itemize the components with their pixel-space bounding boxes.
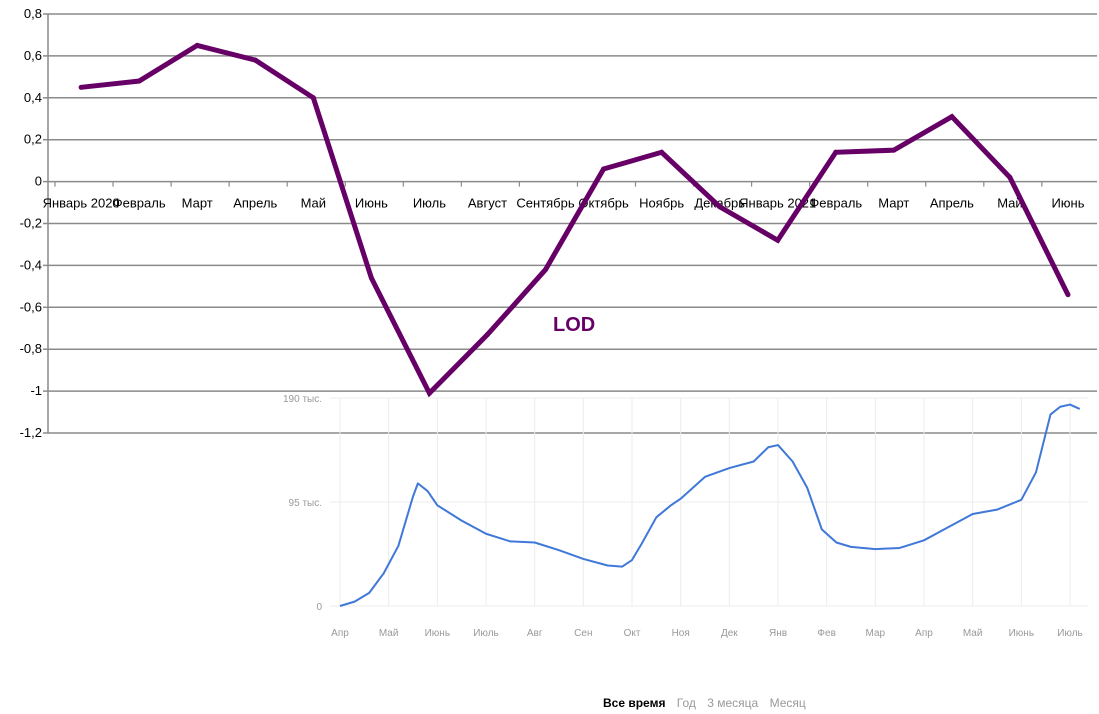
cases-y-tick-label: 0 (316, 602, 322, 613)
lod-data-point (659, 149, 665, 155)
cases-series-line (339, 403, 1081, 607)
lod-x-tick-label: Июнь (355, 196, 388, 211)
cases-x-tick-label: Дек (721, 628, 738, 639)
cases-x-tick-label: Июль (473, 628, 499, 639)
lod-data-point (78, 84, 84, 90)
cases-x-tick-label: Апр (331, 628, 349, 639)
lod-data-point (775, 237, 781, 243)
range-month-button[interactable]: Месяц (769, 696, 806, 710)
cases-gridlines (330, 397, 1088, 607)
lod-y-tick-label: 0,8 (24, 6, 42, 21)
lod-series (78, 42, 1071, 398)
lod-y-tick-label: -0,8 (20, 341, 42, 356)
lod-x-tick-label: Апрель (233, 196, 277, 211)
lod-title: LOD (553, 314, 595, 336)
lod-y-tick-label: -0,2 (20, 216, 42, 231)
lod-x-tick-label: Май (301, 196, 326, 211)
lod-data-point (543, 267, 549, 273)
cases-x-tick-label: Янв (769, 628, 787, 639)
lod-data-point (194, 42, 200, 48)
lod-data-point (368, 275, 374, 281)
lod-x-tick-label: Апрель (930, 196, 974, 211)
lod-x-tick-label: Август (468, 196, 507, 211)
cases-x-tick-label: Мар (866, 628, 886, 639)
cases-x-tick-label: Фев (817, 628, 835, 639)
lod-x-tick-label: Декабрь (694, 196, 745, 211)
lod-x-tick-label: Март (878, 196, 909, 211)
lod-gridlines (43, 13, 1097, 434)
cases-x-tick-label: Ноя (672, 628, 690, 639)
cases-y-tick-label: 95 тыс. (289, 498, 322, 509)
lod-y-tick-label: 0,6 (24, 48, 42, 63)
cases-x-tick-label: Апр (915, 628, 933, 639)
lod-x-tick-label: Октябрь (578, 196, 629, 211)
lod-data-point (310, 95, 316, 101)
lod-y-tick-label: 0 (35, 174, 42, 189)
range-all-button[interactable]: Все время (603, 696, 666, 710)
lod-data-point (1065, 292, 1071, 298)
lod-x-tick-label: Январь 2020 (43, 196, 120, 211)
cases-series (339, 403, 1081, 607)
cases-y-tick-label: 190 тыс. (283, 394, 322, 405)
lod-series-line (80, 42, 1071, 398)
lod-y-tick-label: 0,2 (24, 132, 42, 147)
lod-x-tick-label: Июль (413, 196, 446, 211)
lod-x-tick-label: Июнь (1051, 196, 1084, 211)
lod-data-point (484, 332, 490, 338)
lod-x-tick-label: Май (997, 196, 1022, 211)
lod-data-point (426, 390, 432, 396)
cases-x-tick-label: Июнь (1009, 628, 1034, 639)
cases-x-tick-label: Июнь (425, 628, 450, 639)
lod-data-point (949, 114, 955, 120)
cases-x-tick-label: Авг (527, 628, 543, 639)
lod-data-point (833, 149, 839, 155)
lod-y-tick-label: -1,2 (20, 425, 42, 440)
lod-y-tick-label: -1 (30, 383, 42, 398)
lod-x-axis-ticks (54, 181, 1043, 187)
lod-data-point (601, 166, 607, 172)
lod-y-tick-label: -0,4 (20, 257, 42, 272)
lod-x-tick-label: Ноябрь (639, 196, 684, 211)
range-year-button[interactable]: Год (676, 696, 696, 710)
lod-x-tick-label: Сентябрь (516, 196, 574, 211)
lod-data-point (136, 78, 142, 84)
lod-data-point (1007, 174, 1013, 180)
cases-x-axis-labels: Апр Май Июнь Июль Авг Сен Окт Ноя Дек Янв Фев Мар Ап… (331, 628, 1083, 639)
lod-data-point (891, 147, 897, 153)
lod-data-point (717, 204, 723, 210)
lod-x-tick-label: Февраль (113, 196, 166, 211)
range-selector: Все время Год 3 месяца Месяц (603, 696, 814, 710)
cases-x-tick-label: Окт (624, 628, 641, 639)
cases-x-tick-label: Сен (574, 628, 592, 639)
cases-x-tick-label: Июль (1057, 628, 1083, 639)
lod-y-axis-labels: 0,8 0,6 0,4 0,2 0 -0,2 -0,4 -0,6 -0,8 -1 -1,2 (20, 6, 42, 440)
lod-x-tick-label: Февраль (809, 196, 862, 211)
range-3-months-button[interactable]: 3 месяца (707, 696, 759, 710)
lod-x-tick-label: Март (182, 196, 213, 211)
cases-x-tick-label: Май (963, 628, 983, 639)
cases-y-axis-labels: 190 тыс. 95 тыс. 0 (283, 394, 322, 613)
cases-x-tick-label: Май (379, 628, 399, 639)
lod-y-tick-label: 0,4 (24, 90, 42, 105)
lod-data-point (252, 57, 258, 63)
lod-y-tick-label: -0,6 (20, 299, 42, 314)
